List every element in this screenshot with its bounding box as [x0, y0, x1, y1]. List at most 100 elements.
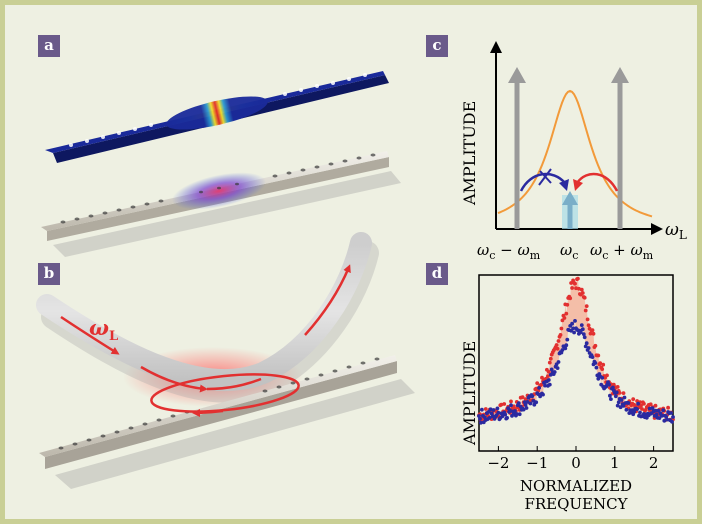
data-point-blue — [496, 410, 501, 415]
tick-lower-sideband: ωc − ωm — [477, 241, 541, 262]
data-point-blue — [586, 346, 591, 350]
data-point-red — [554, 343, 559, 347]
data-point-red — [499, 402, 504, 407]
data-point-blue — [626, 401, 631, 405]
data-point-red — [568, 296, 573, 301]
data-point-blue — [478, 417, 482, 421]
data-point-red — [546, 370, 551, 374]
series-blue — [477, 319, 675, 425]
data-point-red — [666, 405, 670, 410]
data-point-red — [596, 353, 601, 358]
data-point-blue — [638, 410, 642, 415]
data-point-red — [579, 287, 584, 292]
data-point-blue — [661, 408, 666, 413]
data-point-blue — [650, 406, 655, 410]
x-tick-label: 0 — [571, 454, 581, 472]
x-tick-label: 1 — [610, 454, 620, 472]
data-point-red — [639, 403, 643, 408]
data-point-red — [548, 356, 553, 361]
data-point-blue — [615, 403, 620, 408]
data-point-blue — [552, 370, 557, 374]
data-point-red — [577, 286, 581, 291]
data-point-blue — [516, 401, 521, 406]
tick-center: ωc — [560, 241, 578, 262]
data-point-blue — [528, 401, 533, 406]
data-point-blue — [524, 406, 529, 410]
data-point-blue — [549, 367, 554, 372]
data-point-red — [621, 391, 626, 395]
data-point-blue — [495, 406, 500, 411]
data-point-red — [584, 304, 589, 308]
heatmap-beam — [45, 71, 389, 163]
data-point-blue — [477, 414, 481, 418]
data-point-blue — [636, 401, 640, 406]
data-point-red — [558, 333, 563, 337]
data-point-red — [583, 308, 588, 313]
data-point-blue — [546, 378, 551, 382]
data-point-red — [559, 326, 564, 331]
data-point-blue — [670, 419, 674, 424]
data-point-blue — [579, 323, 584, 327]
panel-b-label: b — [38, 263, 60, 285]
tick-upper-sideband: ωc + ωm — [590, 241, 654, 262]
data-point-red — [547, 360, 552, 365]
data-point-red — [576, 276, 580, 281]
data-point-red — [509, 399, 513, 404]
data-point-red — [565, 302, 570, 307]
panel-d-xlabel-line1: NORMALIZED — [520, 477, 632, 495]
x-tick-label: 2 — [649, 454, 659, 472]
data-point-red — [574, 286, 578, 291]
data-point-blue — [580, 327, 585, 332]
data-point-blue — [660, 413, 665, 418]
data-point-blue — [619, 398, 624, 402]
data-point-blue — [560, 348, 565, 352]
data-point-red — [502, 402, 507, 406]
data-point-blue — [584, 341, 589, 346]
data-point-blue — [590, 355, 595, 359]
data-point-red — [569, 281, 573, 285]
data-point-blue — [565, 337, 570, 342]
data-point-red — [640, 407, 644, 411]
data-point-blue — [662, 418, 667, 423]
device-illustration: ωL AMPLITUDE ωL ωc − ωm ωc ωc + ωm — [36, 41, 687, 513]
data-point-red — [611, 382, 616, 387]
data-point-blue — [572, 330, 576, 335]
data-point-blue — [514, 412, 519, 416]
data-point-blue — [578, 330, 583, 335]
data-point-blue — [547, 382, 552, 387]
panel-a-label: a — [38, 35, 60, 57]
photonic-crystal-beam-b — [39, 355, 415, 489]
panel-c-axis-label: ωL — [665, 220, 687, 242]
data-point-red — [648, 402, 653, 407]
data-point-red — [601, 362, 606, 367]
data-point-blue — [541, 392, 545, 397]
data-point-blue — [656, 408, 661, 413]
data-point-red — [585, 317, 590, 322]
data-point-blue — [653, 408, 658, 413]
data-point-blue — [509, 403, 513, 408]
data-point-blue — [671, 415, 675, 419]
data-point-blue — [523, 403, 528, 407]
panel-c-ylabel: AMPLITUDE — [460, 101, 479, 206]
data-point-red — [615, 385, 620, 389]
panel-c-plot — [490, 41, 663, 235]
data-point-blue — [525, 400, 530, 404]
panel-d-ylabel: AMPLITUDE — [460, 341, 479, 446]
data-point-blue — [570, 321, 574, 326]
data-point-blue — [543, 383, 547, 388]
data-point-red — [539, 382, 543, 387]
data-point-blue — [600, 375, 605, 380]
data-point-blue — [487, 415, 492, 420]
data-point-blue — [613, 394, 618, 399]
data-point-blue — [608, 393, 612, 398]
data-point-blue — [665, 417, 670, 422]
data-point-blue — [624, 407, 629, 412]
data-point-blue — [490, 414, 495, 419]
data-point-blue — [556, 360, 561, 364]
data-point-red — [582, 295, 587, 300]
data-point-blue — [616, 400, 621, 405]
data-point-blue — [503, 412, 508, 417]
data-point-red — [588, 331, 593, 336]
data-point-blue — [479, 420, 483, 425]
data-point-red — [535, 381, 540, 385]
